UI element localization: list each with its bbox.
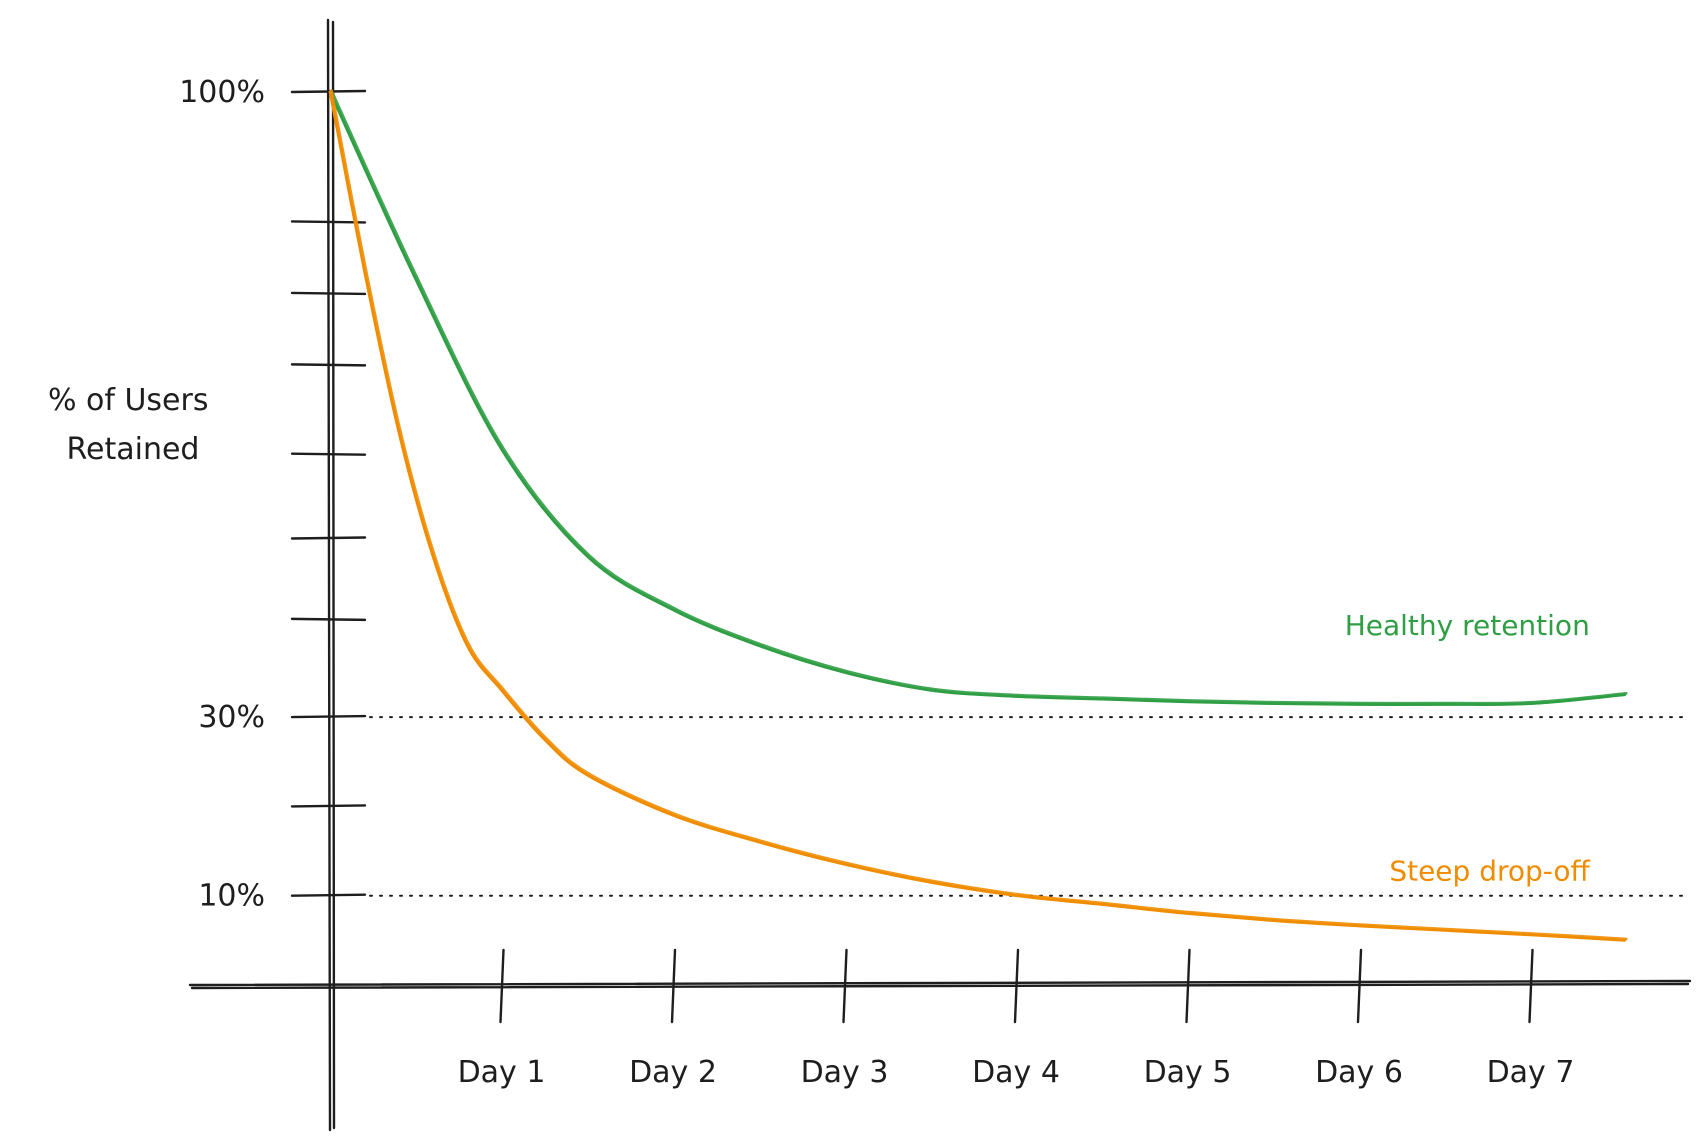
y-axis-line <box>326 18 332 1132</box>
x-tick-label-day-1: Day 1 <box>458 1055 546 1090</box>
x-axis-line <box>188 979 1692 987</box>
y-tick-label-10: 10% <box>198 879 265 914</box>
y-axis-ticks: 100% 30% 10% <box>179 75 367 914</box>
x-axis-ticks: Day 1 Day 2 Day 3 Day 4 Day 5 Day 6 Day 7 <box>458 948 1575 1090</box>
x-tick-label-day-3: Day 3 <box>801 1055 889 1090</box>
series-lines: Healthy retention Steep drop-off <box>328 89 1628 942</box>
x-tick-label-day-2: Day 2 <box>629 1055 717 1090</box>
series-label-healthy-retention: Healthy retention <box>1345 609 1590 642</box>
series-line-steep-drop-off <box>328 90 1627 942</box>
x-tick-day-7 <box>1528 948 1534 1024</box>
y-axis-title: % of Users Retained <box>48 383 218 467</box>
series-line-healthy-retention <box>328 90 1627 706</box>
series-line-healthy-retention-stroke-2 <box>330 89 1628 705</box>
y-axis-line-stroke-2 <box>331 20 336 1130</box>
y-tick-label-30: 30% <box>198 700 265 735</box>
x-tick-label-day-7: Day 7 <box>1487 1055 1575 1090</box>
series-label-steep-drop-off: Steep drop-off <box>1389 854 1590 887</box>
labels: % of Users Retained <box>48 383 218 467</box>
x-tick-label-day-6: Day 6 <box>1315 1055 1403 1090</box>
x-axis-line-stroke-2 <box>190 982 1690 990</box>
y-axis-title-line-2: Retained <box>67 432 200 467</box>
axes <box>188 18 1692 1132</box>
y-tick-label-100: 100% <box>179 75 265 110</box>
x-tick-label-day-5: Day 5 <box>1144 1055 1232 1090</box>
y-axis-title-line-1: % of Users <box>48 383 209 418</box>
series-line-steep-drop-off-stroke-2 <box>330 89 1628 941</box>
x-tick-label-day-4: Day 4 <box>972 1055 1060 1090</box>
